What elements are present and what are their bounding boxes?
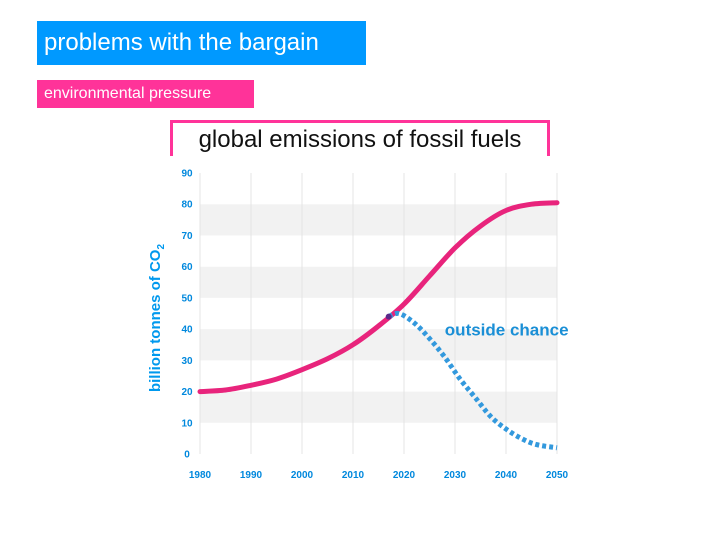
y-tick-label: 70 — [181, 231, 193, 242]
x-tick-label: 2010 — [342, 470, 365, 481]
y-tick-label: 30 — [181, 356, 193, 367]
grid-band — [200, 391, 557, 423]
y-tick-label: 40 — [181, 325, 193, 336]
series-line-outside-chance — [387, 310, 558, 451]
x-tick-label: 1980 — [189, 470, 212, 481]
chart-grid-bands — [200, 173, 557, 454]
y-tick-label: 20 — [181, 387, 193, 398]
x-axis-ticks: 1980 1990 2000 2010 2020 2030 2040 2050 — [189, 470, 569, 481]
x-tick-label: 2000 — [291, 470, 314, 481]
grid-band — [200, 422, 557, 454]
chart-vertical-grid — [199, 173, 558, 454]
y-tick-label: 80 — [181, 200, 193, 211]
slide-subtitle: environmental pressure — [37, 80, 254, 108]
grid-band — [200, 204, 557, 236]
x-tick-label: 2020 — [393, 470, 416, 481]
grid-band — [200, 360, 557, 392]
y-axis-label-subscript: 2 — [156, 244, 167, 250]
chart-title-frame: global emissions of fossil fuels — [170, 120, 550, 156]
y-tick-label: 50 — [181, 293, 193, 304]
y-tick-label: 0 — [184, 450, 190, 461]
x-tick-label: 1990 — [240, 470, 263, 481]
y-axis-label: billion tonnes of CO2 — [147, 244, 167, 393]
x-tick-label: 2030 — [444, 470, 467, 481]
y-axis-ticks: 0 10 20 30 40 50 60 70 80 90 — [181, 169, 193, 461]
slide-title: problems with the bargain — [37, 21, 366, 65]
y-axis-label-text: billion tonnes of CO — [147, 249, 164, 392]
grid-band — [200, 266, 557, 298]
annotation-outside-chance: outside chance — [445, 320, 569, 339]
y-tick-label: 60 — [181, 262, 193, 273]
grid-band — [200, 173, 557, 205]
branch-point-marker — [385, 313, 392, 320]
grid-band — [200, 235, 557, 267]
x-tick-label: 2050 — [546, 470, 569, 481]
series-line-business-as-usual — [197, 200, 560, 395]
y-tick-label: 10 — [181, 418, 193, 429]
chart-title: global emissions of fossil fuels — [173, 123, 547, 156]
x-tick-label: 2040 — [495, 470, 518, 481]
grid-band — [200, 329, 557, 361]
y-tick-label: 90 — [181, 169, 193, 180]
